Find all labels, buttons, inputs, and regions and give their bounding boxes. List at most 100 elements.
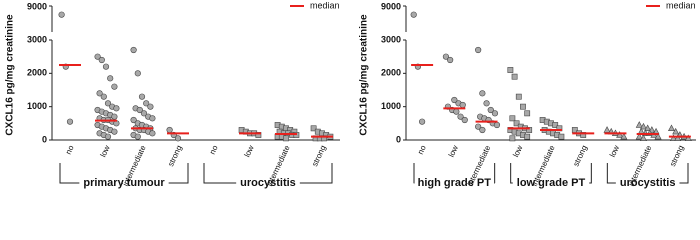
data-point bbox=[667, 124, 675, 132]
data-point bbox=[447, 56, 454, 64]
data-point bbox=[100, 93, 107, 100]
x-tick-label: strong bbox=[668, 144, 686, 168]
data-point bbox=[672, 127, 680, 135]
data-point bbox=[616, 131, 624, 138]
data-point bbox=[147, 103, 154, 110]
x-tick-label: strong bbox=[310, 144, 328, 168]
chart: 0 1000 2000 3000 9000 CXCL16 pg/mg creatinine… bbox=[5, 0, 696, 189]
data-point bbox=[635, 121, 643, 128]
y-tick-label: 9000 bbox=[381, 1, 401, 11]
y-tick-label: 2000 bbox=[381, 68, 401, 78]
y-tick-label: 1000 bbox=[381, 101, 401, 111]
data-point bbox=[66, 118, 74, 125]
data-point bbox=[639, 122, 647, 130]
data-point bbox=[113, 105, 120, 112]
data-point bbox=[136, 106, 143, 114]
x-tick-label: low bbox=[511, 144, 524, 159]
data-point bbox=[96, 90, 103, 97]
data-point bbox=[644, 124, 652, 132]
data-point bbox=[149, 130, 156, 137]
data-point bbox=[111, 113, 118, 120]
data-point bbox=[635, 132, 643, 140]
group-bracket bbox=[510, 163, 592, 184]
data-point bbox=[603, 126, 611, 133]
data-point bbox=[509, 135, 516, 142]
data-point bbox=[475, 46, 482, 54]
data-point bbox=[507, 67, 514, 73]
data-point bbox=[58, 11, 65, 18]
data-point bbox=[524, 133, 531, 140]
x-tick-label: no bbox=[416, 143, 428, 155]
y-tick-label: 3000 bbox=[381, 34, 401, 44]
data-point bbox=[140, 110, 148, 117]
data-point bbox=[134, 70, 141, 77]
data-point bbox=[475, 123, 482, 130]
y-tick-label: 1000 bbox=[27, 101, 47, 111]
data-point bbox=[493, 121, 501, 129]
x-tick-label: no bbox=[64, 143, 76, 155]
data-point bbox=[143, 100, 150, 107]
data-point bbox=[524, 110, 531, 117]
data-point bbox=[107, 75, 114, 82]
data-point bbox=[558, 133, 565, 140]
y-axis-title: CXCL16 pg/mg creatinine bbox=[5, 14, 16, 136]
data-point bbox=[487, 106, 494, 114]
data-point bbox=[310, 125, 317, 132]
data-point bbox=[451, 96, 458, 104]
group-label: high grade PT bbox=[418, 177, 492, 189]
x-tick-label: low bbox=[98, 144, 111, 159]
data-point bbox=[98, 56, 105, 64]
data-point bbox=[479, 90, 486, 97]
legend-label: median bbox=[666, 0, 696, 10]
data-point bbox=[674, 134, 682, 142]
data-point bbox=[419, 118, 426, 125]
data-point bbox=[104, 100, 112, 107]
data-point bbox=[520, 103, 526, 110]
y-tick-label: 0 bbox=[42, 134, 47, 144]
data-point bbox=[552, 122, 559, 128]
data-point bbox=[461, 116, 468, 124]
data-point bbox=[654, 132, 662, 140]
data-point bbox=[457, 113, 464, 120]
data-point bbox=[669, 134, 677, 142]
x-tick-label: low bbox=[242, 144, 255, 159]
data-point bbox=[134, 133, 141, 140]
data-point bbox=[138, 93, 146, 100]
data-point bbox=[166, 126, 173, 134]
data-point bbox=[283, 135, 289, 142]
data-point bbox=[639, 134, 647, 142]
group-label: primary tumour bbox=[83, 177, 165, 189]
data-point bbox=[149, 115, 156, 122]
y-axis-title: CXCL16 pg/mg creatinine bbox=[359, 14, 370, 136]
group-label: low grade PT bbox=[517, 177, 586, 189]
y-tick-label: 9000 bbox=[27, 1, 47, 11]
data-point bbox=[130, 46, 137, 54]
data-point bbox=[104, 133, 112, 140]
data-point bbox=[479, 126, 486, 134]
group-bracket bbox=[606, 163, 689, 184]
data-point bbox=[453, 108, 460, 115]
data-point bbox=[130, 116, 137, 124]
data-point bbox=[174, 135, 182, 142]
group-bracket bbox=[413, 163, 496, 184]
y-tick-label: 3000 bbox=[27, 34, 47, 44]
data-point bbox=[684, 134, 692, 142]
y-tick-label: 2000 bbox=[27, 68, 47, 78]
x-tick-label: low bbox=[608, 144, 621, 159]
data-point bbox=[509, 115, 516, 122]
group-bracket bbox=[203, 163, 333, 184]
data-point bbox=[459, 101, 466, 109]
data-point bbox=[513, 120, 520, 127]
data-point bbox=[483, 100, 490, 107]
data-point bbox=[511, 73, 518, 80]
group-label: urocystitis bbox=[620, 177, 676, 189]
data-point bbox=[111, 83, 118, 90]
group-label: urocystitis bbox=[240, 177, 296, 189]
data-point bbox=[620, 132, 628, 140]
data-point bbox=[442, 53, 450, 60]
y-tick-label: 0 bbox=[396, 134, 401, 144]
data-point bbox=[491, 110, 499, 117]
data-point bbox=[111, 128, 118, 135]
x-tick-label: low bbox=[447, 144, 460, 159]
group-bracket bbox=[59, 163, 189, 184]
